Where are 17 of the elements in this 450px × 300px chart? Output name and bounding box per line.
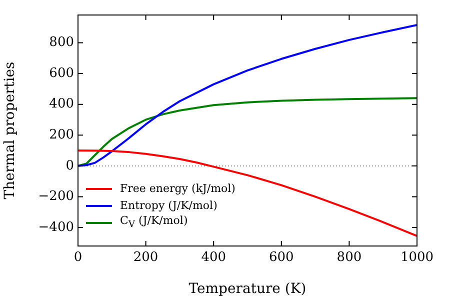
y-tick-label: 200	[49, 127, 74, 142]
legend-label: Entropy (J/K/mol)	[120, 199, 218, 212]
y-tick-label: −200	[38, 189, 74, 204]
x-tick-label: 800	[336, 250, 362, 266]
x-tick-label: 600	[268, 250, 294, 266]
legend-label: Free energy (kJ/mol)	[120, 182, 236, 195]
x-tick-label: 200	[133, 250, 158, 266]
y-tick-label: 800	[49, 35, 74, 50]
legend-label: C$_{V}$ (J/K/mol)	[120, 214, 188, 231]
x-axis-title: Temperature (K)	[188, 281, 306, 298]
y-tick-label: 0	[66, 158, 74, 174]
x-tick-label: 400	[201, 250, 226, 266]
y-tick-label: 400	[49, 96, 74, 112]
y-tick-label: 600	[49, 66, 74, 81]
y-tick-label: −400	[38, 220, 74, 235]
y-axis-title: Thermal properties	[2, 62, 18, 200]
x-tick-label: 1000	[400, 250, 434, 266]
